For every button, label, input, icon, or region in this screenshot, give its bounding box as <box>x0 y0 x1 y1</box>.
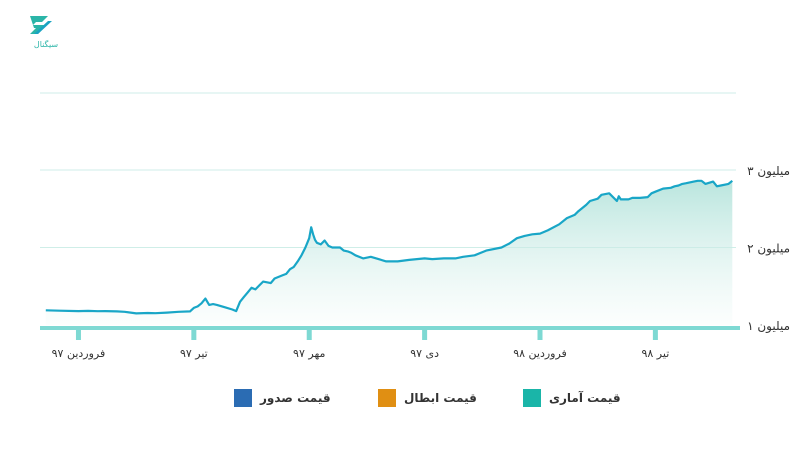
x-tick <box>537 330 543 340</box>
x-axis: فروردین ۹۷ تیر ۹۷ مهر ۹۷ دی ۹۷ فروردین ۹۸ تیر… <box>40 326 740 360</box>
x-tick-label: تیر ۹۸ <box>641 347 669 360</box>
legend-swatch-issue <box>234 389 252 407</box>
legend-swatch-redemption <box>378 389 396 407</box>
x-tick-label: دی ۹۷ <box>410 347 439 360</box>
x-tick <box>422 330 428 340</box>
series-line <box>45 179 733 315</box>
x-tick-label: تیر ۹۷ <box>180 347 208 360</box>
legend-item-issue[interactable]: قیمت صدور <box>234 388 331 408</box>
y-axis-labels: ۱ میلیون ۲ میلیون ۳ میلیون <box>747 164 790 334</box>
area-fill <box>45 180 733 325</box>
x-tick-label: فروردین ۹۷ <box>52 347 106 360</box>
legend-label-redemption: قیمت ابطال <box>404 391 477 405</box>
y-tick-label: ۱ میلیون <box>747 319 790 334</box>
signal-logo-icon[interactable]: سیگنال <box>24 12 68 52</box>
x-tick <box>191 330 197 340</box>
x-tick <box>306 330 312 340</box>
x-tick <box>652 330 658 340</box>
x-tick-label: مهر ۹۷ <box>293 347 325 360</box>
legend-item-redemption[interactable]: قیمت ابطال <box>378 388 477 408</box>
legend-swatch-statistical <box>523 389 541 407</box>
legend-label-issue: قیمت صدور <box>260 391 331 405</box>
logo-text: سیگنال <box>34 39 58 49</box>
x-axis-line <box>40 326 740 330</box>
x-tick-label: فروردین ۹۸ <box>513 347 567 360</box>
y-tick-label: ۲ میلیون <box>747 242 790 257</box>
legend-item-statistical[interactable]: قیمت آماری <box>523 388 621 408</box>
x-tick <box>75 330 81 340</box>
legend: قیمت صدور قیمت ابطال قیمت آماری <box>0 388 800 412</box>
y-tick-label: ۳ میلیون <box>747 164 790 179</box>
legend-label-statistical: قیمت آماری <box>549 391 621 405</box>
